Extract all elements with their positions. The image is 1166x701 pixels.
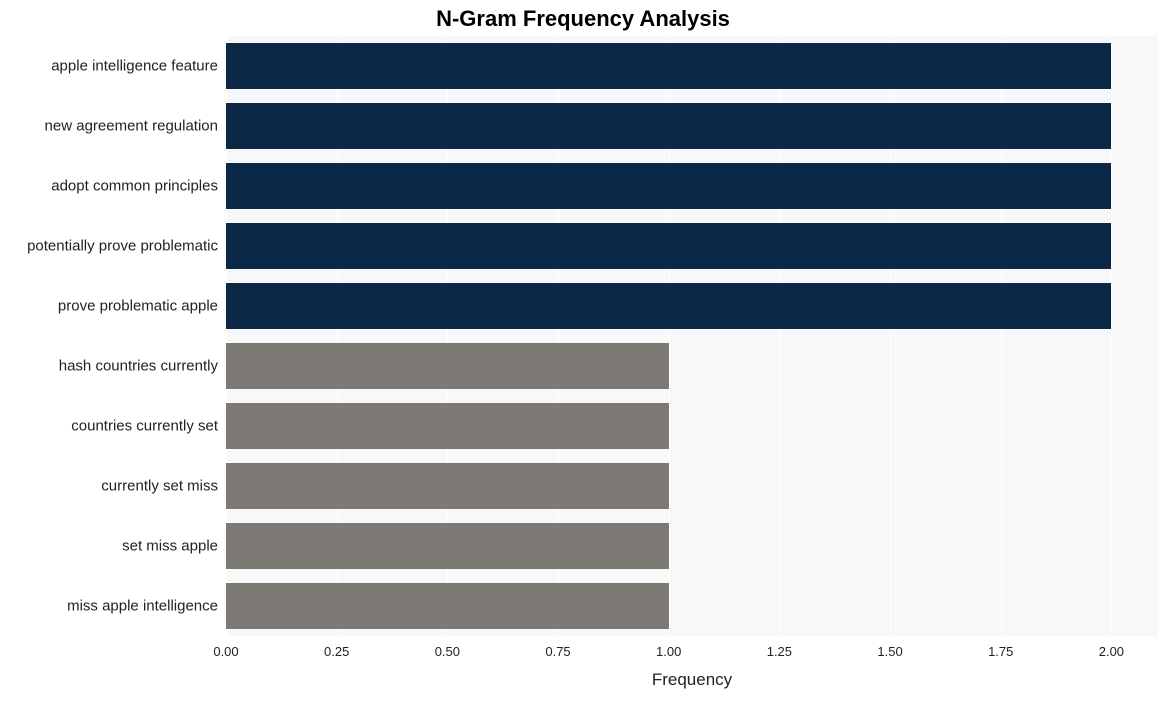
bar-slot	[226, 103, 1158, 150]
x-tick-label: 0.75	[545, 644, 570, 659]
bar	[226, 343, 669, 390]
bar	[226, 223, 1111, 270]
y-tick-label: new agreement regulation	[45, 118, 218, 135]
bar	[226, 283, 1111, 330]
x-axis-label: Frequency	[226, 670, 1158, 690]
x-tick-label: 1.00	[656, 644, 681, 659]
bar	[226, 523, 669, 570]
y-tick-label: adopt common principles	[51, 178, 218, 195]
bar	[226, 103, 1111, 150]
bar-slot	[226, 523, 1158, 570]
y-tick-label: hash countries currently	[59, 358, 218, 375]
bar	[226, 163, 1111, 210]
y-tick-label: currently set miss	[101, 478, 218, 495]
bar	[226, 463, 669, 510]
y-tick-label: apple intelligence feature	[51, 58, 218, 75]
bar-slot	[226, 163, 1158, 210]
x-tick-label: 2.00	[1099, 644, 1124, 659]
bar	[226, 43, 1111, 90]
ngram-chart: N-Gram Frequency Analysis Frequency appl…	[0, 0, 1166, 701]
bar-slot	[226, 583, 1158, 630]
y-tick-label: prove problematic apple	[58, 298, 218, 315]
bar-slot	[226, 343, 1158, 390]
x-tick-label: 0.50	[435, 644, 460, 659]
plot-area	[226, 36, 1158, 636]
y-tick-label: countries currently set	[71, 418, 218, 435]
x-tick-label: 0.25	[324, 644, 349, 659]
x-tick-label: 1.50	[877, 644, 902, 659]
x-tick-label: 1.75	[988, 644, 1013, 659]
bar-slot	[226, 463, 1158, 510]
bar-slot	[226, 223, 1158, 270]
y-tick-label: potentially prove problematic	[27, 238, 218, 255]
x-tick-label: 1.25	[767, 644, 792, 659]
bar-slot	[226, 403, 1158, 450]
y-tick-label: miss apple intelligence	[67, 598, 218, 615]
chart-title: N-Gram Frequency Analysis	[0, 6, 1166, 32]
bar	[226, 583, 669, 630]
bar-slot	[226, 283, 1158, 330]
bar-slot	[226, 43, 1158, 90]
x-tick-label: 0.00	[213, 644, 238, 659]
y-tick-label: set miss apple	[122, 538, 218, 555]
bar	[226, 403, 669, 450]
